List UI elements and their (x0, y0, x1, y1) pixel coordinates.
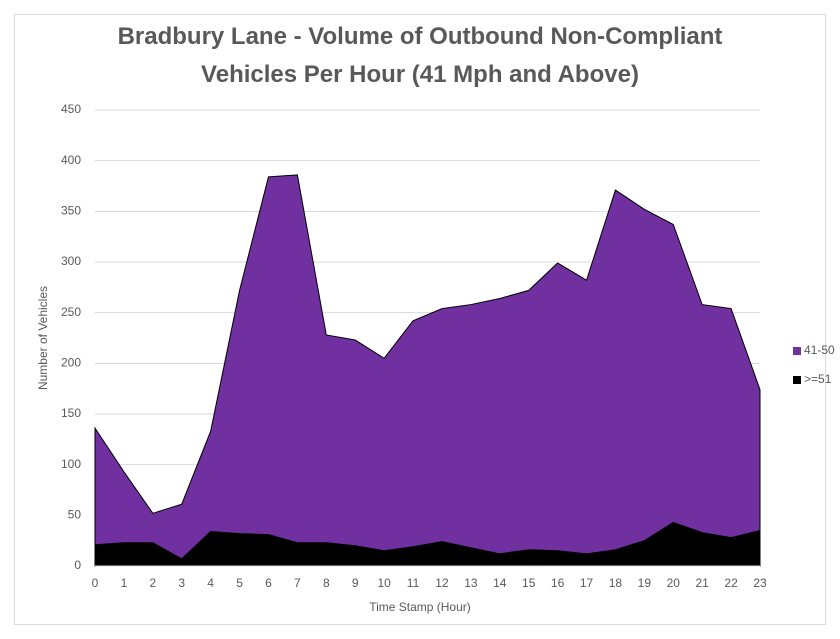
x-axis-label: Time Stamp (Hour) (369, 600, 471, 614)
x-tick-label: 19 (638, 576, 652, 590)
y-tick-label: 350 (61, 204, 81, 218)
y-tick-label: 300 (61, 254, 81, 268)
y-tick-label: 250 (61, 305, 81, 319)
x-tick-label: 6 (265, 576, 272, 590)
legend-swatch (793, 347, 801, 355)
legend-label: 41-50 (804, 343, 835, 357)
x-tick-label: 9 (352, 576, 359, 590)
y-tick-label: 400 (61, 153, 81, 167)
x-tick-label: 23 (753, 576, 767, 590)
x-tick-label: 3 (178, 576, 185, 590)
x-tick-label: 14 (493, 576, 507, 590)
x-tick-label: 11 (407, 576, 420, 590)
y-tick-label: 100 (61, 457, 81, 471)
y-tick-label: 150 (61, 406, 81, 420)
x-tick-label: 7 (294, 576, 301, 590)
x-tick-label: 4 (207, 576, 214, 590)
legend-label: >=51 (804, 372, 832, 386)
area (94, 174, 761, 560)
x-tick-label: 16 (551, 576, 565, 590)
x-tick-label: 21 (695, 576, 709, 590)
x-tick-label: 15 (522, 576, 536, 590)
x-tick-label: 18 (609, 576, 623, 590)
x-tick-label: 2 (149, 576, 156, 590)
x-tick-label: 0 (92, 576, 99, 590)
x-tick-label: 13 (464, 576, 478, 590)
x-tick-label: 5 (236, 576, 243, 590)
y-tick-label: 450 (61, 102, 81, 116)
y-tick-label: 0 (74, 558, 81, 572)
y-tick-label: 50 (68, 508, 82, 522)
legend-swatch (793, 376, 801, 384)
y-axis-label: Number of Vehicles (36, 286, 50, 390)
x-tick-label: 22 (724, 576, 738, 590)
x-tick-label: 12 (435, 576, 449, 590)
x-tick-label: 17 (580, 576, 594, 590)
x-tick-label: 1 (121, 576, 128, 590)
y-tick-label: 200 (61, 356, 81, 370)
x-tick-label: 8 (323, 576, 330, 590)
chart-title: Bradbury Lane - Volume of Outbound Non-C… (117, 23, 723, 88)
x-tick-label: 20 (667, 576, 681, 590)
x-tick-label: 10 (377, 576, 391, 590)
